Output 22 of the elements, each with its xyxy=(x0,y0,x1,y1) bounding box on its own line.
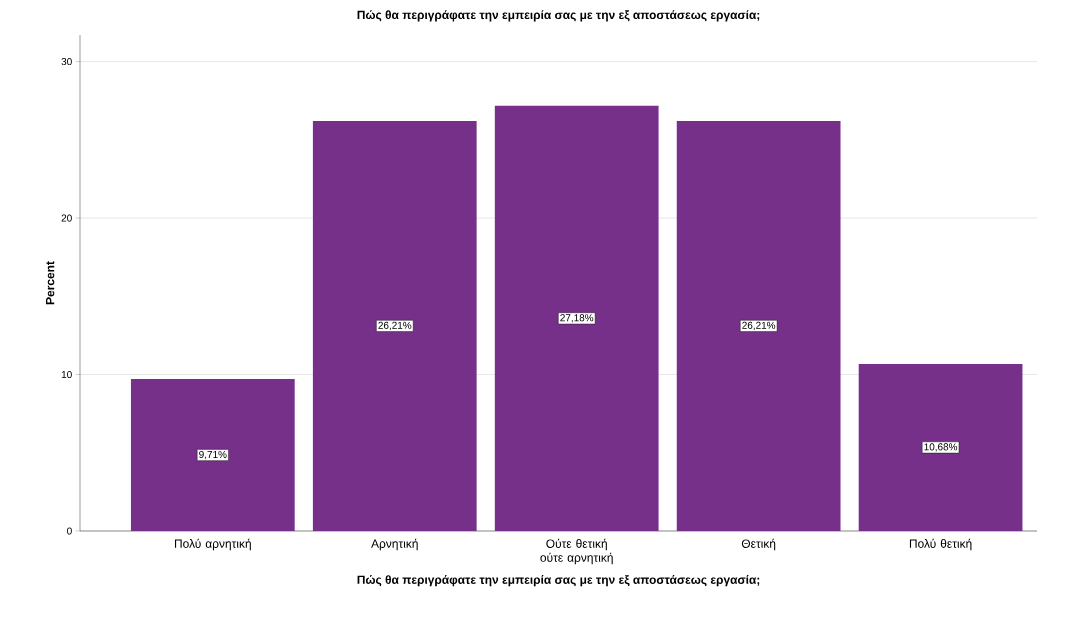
y-tick-label: 0 xyxy=(67,527,72,535)
x-tick-label: Θετική xyxy=(741,538,776,551)
data-label: 9,71% xyxy=(199,450,227,460)
data-label: 26,21% xyxy=(378,321,412,331)
bar xyxy=(130,379,295,531)
bar xyxy=(858,363,1023,531)
y-tick-label: 30 xyxy=(61,58,72,66)
x-tick-label: Ούτε θετική ούτε αρνητική xyxy=(540,538,613,565)
data-label: 26,21% xyxy=(742,321,776,331)
chart-title: Πώς θα περιγράφατε την εμπειρία σας με την εξ αποστάσεως εργασία; xyxy=(357,10,760,22)
y-tick-label: 20 xyxy=(61,214,72,222)
x-tick-label: Αρνητική xyxy=(371,538,418,551)
y-tick-label: 10 xyxy=(61,371,72,379)
x-axis-title: Πώς θα περιγράφατε την εμπειρία σας με την εξ αποστάσεως εργασία; xyxy=(357,575,760,587)
data-label: 10,68% xyxy=(924,443,958,452)
x-tick-label: Πολύ θετική xyxy=(909,538,972,551)
data-label: 27,18% xyxy=(560,314,594,323)
y-axis-title: Percent xyxy=(45,261,55,305)
bar xyxy=(676,120,841,531)
x-tick-label: Πολύ αρνητική xyxy=(175,538,251,551)
bar xyxy=(494,105,659,531)
bar xyxy=(312,120,477,531)
